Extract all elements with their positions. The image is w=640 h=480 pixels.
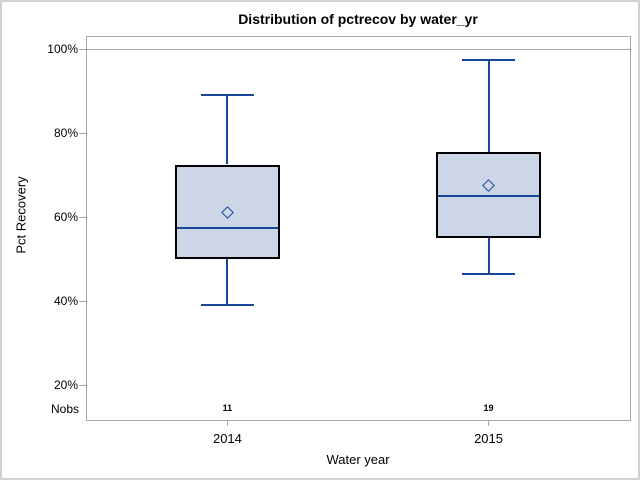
y-tick-label: 40% — [53, 294, 78, 308]
whisker-lower-cap — [462, 272, 516, 275]
chart-title: Distribution of pctrecov by water_yr — [238, 11, 478, 27]
x-tick-mark — [488, 421, 490, 426]
nobs-row-label: Nobs — [50, 402, 79, 416]
nobs-value: 11 — [222, 403, 233, 413]
y-tick-mark — [79, 48, 86, 50]
y-tick-label: 60% — [53, 210, 78, 224]
whisker-upper-line — [487, 59, 490, 152]
x-tick-label: 2015 — [474, 431, 503, 446]
y-tick-label: 100% — [47, 42, 78, 56]
whisker-lower-line — [226, 259, 229, 306]
whisker-lower-cap — [200, 304, 254, 307]
whisker-upper-cap — [462, 58, 516, 61]
x-tick-label: 2014 — [212, 431, 242, 446]
whisker-upper-line — [226, 95, 229, 165]
y-tick-mark — [79, 384, 86, 386]
median-line — [176, 226, 278, 229]
x-tick-mark — [226, 421, 228, 426]
y-tick-mark — [79, 132, 86, 134]
y-tick-mark — [79, 216, 86, 218]
plot-frame — [86, 36, 631, 421]
median-line — [438, 195, 540, 197]
y-tick-mark — [79, 300, 86, 302]
y-tick-label: 80% — [53, 126, 78, 140]
whisker-upper-cap — [200, 94, 254, 97]
x-axis-label: Water year — [326, 452, 390, 467]
y-tick-label: 20% — [53, 378, 78, 392]
box-iqr — [174, 164, 280, 259]
nobs-value: 19 — [483, 403, 494, 413]
box-iqr — [436, 151, 542, 238]
whisker-lower-line — [487, 238, 490, 274]
refline-100pct-icon — [87, 49, 630, 50]
